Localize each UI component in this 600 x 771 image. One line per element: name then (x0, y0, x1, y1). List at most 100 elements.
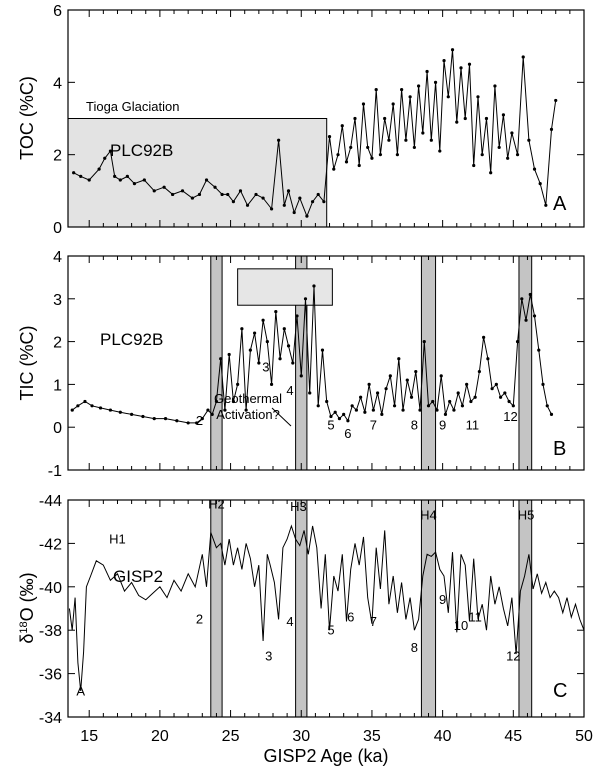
data-point-panel-b (367, 382, 371, 386)
interstadial-label-b: 4 (286, 383, 293, 398)
data-point-panel-b (511, 404, 515, 408)
y-tick-label-panel-c: -40 (39, 580, 62, 597)
data-point-panel-a (378, 153, 383, 157)
interstadial-label-b: 5 (327, 417, 334, 432)
data-point-panel-b (299, 374, 303, 378)
data-point-panel-a (544, 203, 548, 207)
shaded-regions (67, 118, 333, 306)
data-point-panel-a (87, 178, 91, 182)
data-point-panel-a (391, 102, 395, 106)
data-point-panel-b (253, 331, 257, 335)
data-point-panel-b (498, 395, 503, 399)
data-point-panel-b (384, 387, 388, 391)
data-point-panel-b (486, 357, 490, 361)
data-point-panel-a (72, 171, 76, 175)
data-point-panel-a (515, 153, 520, 157)
data-point-panel-a (103, 156, 107, 160)
data-point-panel-a (506, 156, 510, 160)
data-point-panel-a (305, 214, 309, 218)
heinrich-label-c: H3 (290, 499, 307, 514)
data-point-panel-b (520, 297, 524, 301)
data-point-panel-b (70, 408, 74, 412)
x-tick-label: 35 (363, 728, 381, 745)
y-tick-label-panel-b: 2 (53, 335, 62, 352)
data-point-panel-b (435, 408, 439, 412)
data-point-panel-a (549, 127, 554, 131)
x-tick-label: 50 (575, 728, 593, 745)
ylabel-c-sup: 18 (18, 621, 30, 633)
y-tick-label-panel-c: -34 (39, 710, 62, 727)
data-point-panel-a (344, 160, 349, 164)
data-point-panel-a (463, 116, 467, 121)
data-point-panel-a (340, 124, 344, 128)
data-point-panel-a (429, 138, 433, 142)
y-tick-label-panel-a: 0 (53, 220, 62, 237)
interstadial-label-b: 11 (466, 417, 480, 432)
data-point-panel-b (346, 419, 350, 423)
data-point-panel-a (132, 182, 137, 186)
y-tick-label-panel-b: 0 (53, 420, 62, 437)
data-point-panel-a (113, 174, 117, 178)
geothermal-label-line1: Geothermal (214, 391, 282, 406)
data-point-panel-b (418, 408, 422, 412)
y-tick-label-panel-a: 2 (53, 148, 62, 165)
data-point-panel-a (269, 207, 274, 211)
y-tick-label-panel-c: -42 (39, 536, 62, 553)
data-point-panel-a (455, 120, 459, 124)
data-point-panel-b (163, 417, 168, 421)
geothermal-leader-line (271, 407, 292, 427)
data-point-panel-a (374, 87, 378, 92)
y-tick-label-panel-c: -44 (39, 493, 62, 510)
data-point-panel-a (213, 185, 217, 189)
data-point-panel-a (361, 102, 366, 106)
data-point-panel-b (303, 297, 308, 301)
data-point-panel-b (274, 310, 278, 314)
data-point-panel-b (409, 395, 414, 399)
data-point-panel-a (446, 95, 450, 99)
data-point-panel-b (380, 412, 384, 416)
x-axis-title: GISP2 Age (ka) (263, 746, 388, 766)
heinrich-band-h2-panel-c (210, 499, 223, 718)
data-point-panel-b (295, 314, 299, 318)
data-point-panel-a (277, 138, 281, 142)
data-point-panel-b (76, 404, 80, 408)
data-point-panel-b (206, 408, 210, 412)
data-point-panel-b (214, 399, 219, 404)
data-point-panel-a (387, 138, 391, 142)
x-tick-label: 15 (80, 728, 98, 745)
data-series (68, 48, 585, 692)
data-point-panel-a (349, 145, 353, 150)
data-point-panel-b (448, 399, 452, 404)
data-point-panel-b (397, 357, 401, 361)
x-tick-label: 40 (434, 728, 452, 745)
data-point-panel-b (312, 284, 316, 288)
data-point-panel-b (337, 417, 342, 421)
heinrich-label-c: H2 (208, 497, 225, 512)
data-point-panel-b (392, 404, 397, 408)
data-point-panel-b (257, 361, 261, 365)
data-point-panel-a (79, 174, 83, 178)
data-point-panel-b (376, 391, 380, 395)
data-point-panel-b (515, 340, 520, 344)
data-point-panel-b (371, 408, 375, 412)
data-point-panel-b (405, 378, 409, 382)
data-point-panel-b (545, 404, 549, 408)
interstadial-label-c: A (76, 683, 85, 698)
data-point-panel-a (408, 95, 412, 99)
data-point-panel-b (108, 408, 113, 412)
data-point-panel-a (97, 167, 101, 171)
data-point-panel-a (332, 167, 336, 171)
y-tick-label-panel-b: 1 (53, 377, 62, 394)
data-point-panel-b (401, 408, 405, 412)
y-tick-label-panel-b: 3 (53, 292, 62, 309)
data-point-panel-b (414, 369, 418, 374)
series-line-panel-c (68, 524, 585, 692)
data-point-panel-a (353, 116, 357, 121)
data-point-panel-a (450, 48, 455, 52)
data-point-panel-b (261, 318, 265, 322)
data-point-panel-b (388, 374, 392, 378)
data-point-panel-a (310, 200, 315, 204)
data-point-panel-a (510, 131, 514, 135)
interstadial-label-c: 7 (370, 614, 377, 629)
